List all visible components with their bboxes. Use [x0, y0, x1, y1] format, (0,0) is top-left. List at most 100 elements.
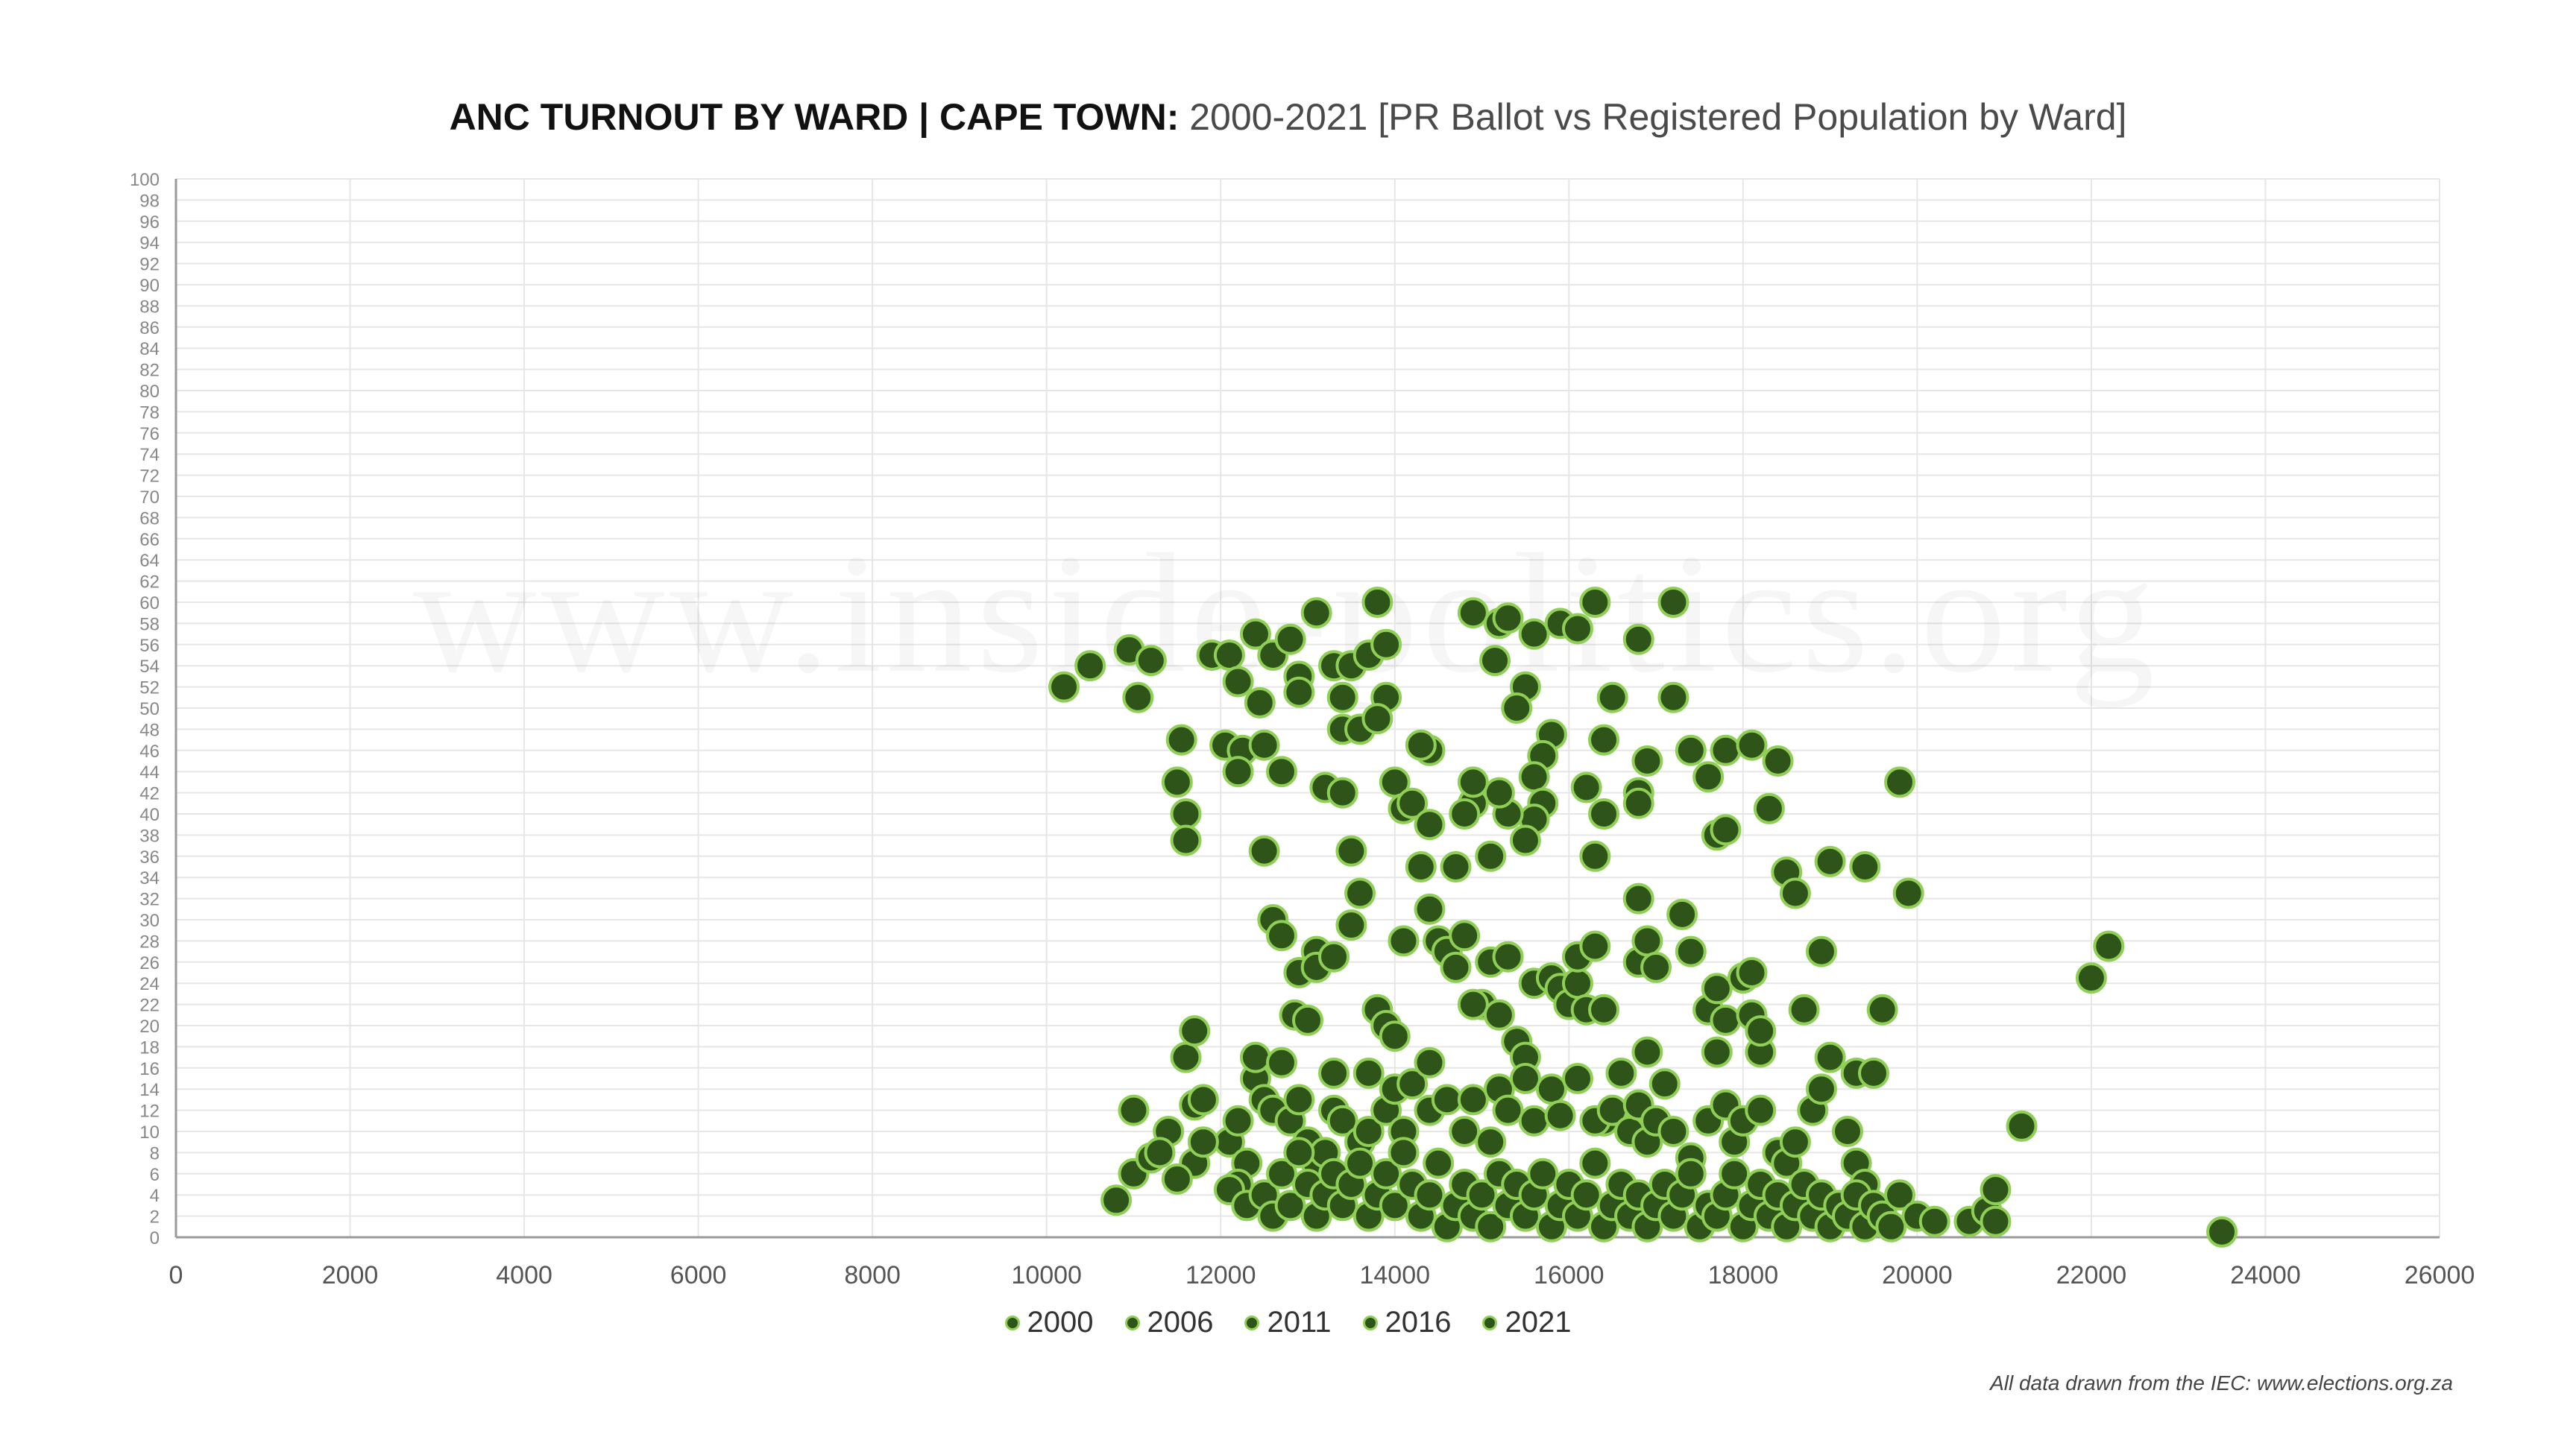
- legend-label: 2011: [1267, 1306, 1332, 1339]
- data-point: [1048, 671, 1080, 703]
- y-tick-label: 50: [139, 699, 160, 719]
- data-point: [1561, 967, 1593, 1000]
- data-point: [1100, 1184, 1133, 1216]
- data-point: [1657, 587, 1689, 618]
- data-point: [1710, 734, 1742, 766]
- data-point: [1675, 1158, 1707, 1190]
- legend-item: 2011: [1244, 1306, 1332, 1339]
- legend-marker: [1004, 1315, 1020, 1330]
- y-tick-label: 14: [139, 1080, 160, 1100]
- data-point: [1588, 724, 1620, 756]
- x-tick-label: 10000: [1011, 1261, 1082, 1289]
- data-point: [1675, 935, 1707, 967]
- data-point: [1631, 745, 1663, 777]
- data-point: [1788, 994, 1820, 1026]
- y-tick-label: 30: [139, 911, 160, 931]
- y-tick-label: 10: [139, 1122, 160, 1143]
- source-note: All data drawn from the IEC: www.electio…: [1990, 1371, 2453, 1395]
- data-point: [1265, 756, 1297, 788]
- data-point: [1388, 1137, 1420, 1169]
- y-tick-label: 16: [139, 1059, 160, 1079]
- data-point: [1518, 618, 1550, 650]
- data-point: [1326, 1105, 1358, 1137]
- data-point: [1483, 777, 1515, 809]
- data-point: [1248, 835, 1280, 867]
- y-tick-label: 74: [139, 445, 160, 465]
- data-point: [1431, 1084, 1463, 1116]
- data-point: [1239, 1041, 1271, 1073]
- data-point: [1179, 1015, 1211, 1047]
- y-tick-label: 60: [139, 593, 160, 613]
- y-tick-label: 22: [139, 996, 160, 1016]
- data-point: [1414, 1179, 1446, 1211]
- data-point: [1335, 835, 1367, 867]
- data-point: [1248, 729, 1280, 761]
- data-point: [1762, 745, 1794, 777]
- data-point: [1719, 1158, 1751, 1190]
- data-point: [1440, 851, 1472, 882]
- y-tick-label: 36: [139, 847, 160, 868]
- data-point: [1814, 845, 1846, 877]
- data-point: [1283, 1084, 1315, 1116]
- data-point: [1605, 1057, 1637, 1089]
- y-tick-label: 6: [150, 1165, 160, 1185]
- grid-lines: [175, 178, 2440, 1238]
- data-point: [1361, 703, 1394, 735]
- data-point: [1858, 1057, 1889, 1089]
- series-2021: [1144, 1126, 2012, 1242]
- data-point: [1379, 1020, 1411, 1052]
- data-point: [1588, 994, 1620, 1026]
- y-tick-label: 34: [139, 868, 160, 888]
- data-point: [1170, 1041, 1202, 1073]
- y-tick-label: 56: [139, 636, 160, 656]
- data-point: [1213, 640, 1245, 671]
- data-point: [1074, 650, 1106, 682]
- data-point: [1335, 909, 1367, 941]
- y-tick-label: 48: [139, 720, 160, 740]
- y-tick-label: 100: [130, 170, 160, 190]
- data-point: [1875, 1210, 1907, 1242]
- data-point: [2075, 962, 2107, 994]
- data-point: [1244, 686, 1276, 719]
- data-point: [1405, 729, 1437, 761]
- x-tick-label: 6000: [670, 1261, 727, 1289]
- legend-item: 2000: [1004, 1306, 1094, 1339]
- data-point: [1980, 1174, 2012, 1206]
- y-tick-label: 88: [139, 297, 160, 317]
- data-point: [1492, 602, 1524, 634]
- y-tick-label: 32: [139, 890, 160, 910]
- data-point: [1745, 1015, 1777, 1047]
- data-point: [1579, 840, 1611, 872]
- y-tick-label: 98: [139, 191, 160, 211]
- data-point: [1405, 851, 1437, 882]
- data-point: [1492, 941, 1524, 973]
- data-point: [1631, 1036, 1663, 1068]
- y-tick-label: 20: [139, 1017, 160, 1037]
- y-tick-label: 40: [139, 805, 160, 825]
- y-tick-label: 76: [139, 424, 160, 444]
- data-point: [1866, 994, 1898, 1026]
- data-point: [1396, 1068, 1429, 1100]
- y-tick-label: 26: [139, 953, 160, 973]
- data-point: [1475, 840, 1507, 872]
- data-point: [1736, 729, 1768, 761]
- data-point: [1135, 645, 1167, 677]
- data-point: [1457, 1084, 1489, 1116]
- data-point: [1414, 1046, 1446, 1079]
- data-point: [1423, 1147, 1455, 1179]
- y-tick-label: 12: [139, 1102, 160, 1122]
- y-tick-label: 42: [139, 784, 160, 804]
- data-point: [1753, 792, 1785, 824]
- data-point: [1779, 1126, 1811, 1158]
- data-point: [1300, 597, 1332, 629]
- legend-marker: [1244, 1315, 1260, 1330]
- x-tick-label: 2000: [322, 1261, 379, 1289]
- data-point: [1980, 1205, 2012, 1237]
- y-tick-label: 84: [139, 339, 160, 359]
- y-tick-label: 52: [139, 678, 160, 698]
- data-point: [1831, 1116, 1863, 1147]
- y-tick-label: 92: [139, 255, 160, 275]
- data-point: [1596, 681, 1628, 713]
- y-tick-label: 38: [139, 826, 160, 846]
